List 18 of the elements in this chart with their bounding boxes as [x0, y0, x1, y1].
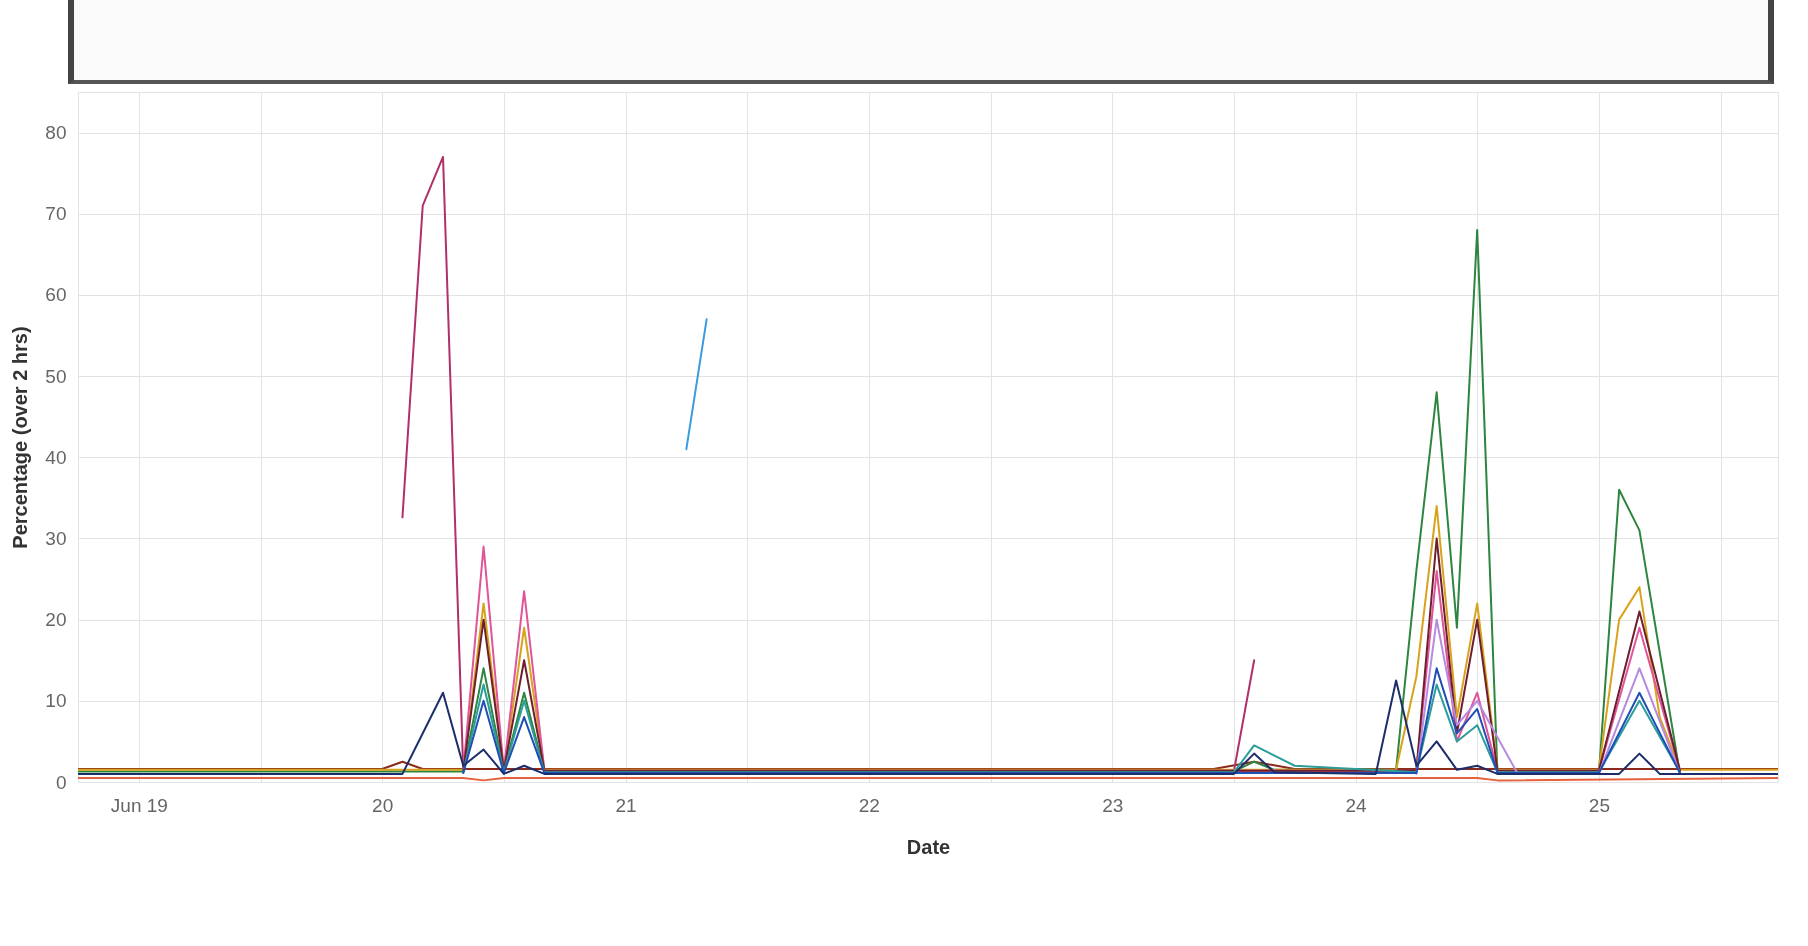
y-tick-label: 0 — [55, 771, 67, 793]
x-tick-label: 25 — [1588, 794, 1610, 816]
y-tick-label: 10 — [45, 690, 67, 712]
y-tick-label: 80 — [45, 122, 67, 144]
y-tick-label: 40 — [45, 446, 67, 468]
y-tick-label: 50 — [45, 365, 67, 387]
x-tick-label: 23 — [1102, 794, 1124, 816]
x-tick-label: 21 — [615, 794, 637, 816]
x-tick-label: 24 — [1345, 794, 1368, 816]
y-tick-label: 30 — [45, 527, 67, 549]
y-tick-label: 60 — [45, 284, 67, 306]
x-axis-title: Date — [906, 835, 951, 858]
x-tick-label: 20 — [372, 794, 394, 816]
y-tick-label: 20 — [45, 609, 67, 631]
y-axis-title: Percentage (over 2 hrs) — [9, 326, 32, 549]
y-tick-label: 70 — [45, 203, 67, 225]
x-tick-label: Jun 19 — [110, 794, 168, 816]
x-tick-label: 22 — [858, 794, 880, 816]
